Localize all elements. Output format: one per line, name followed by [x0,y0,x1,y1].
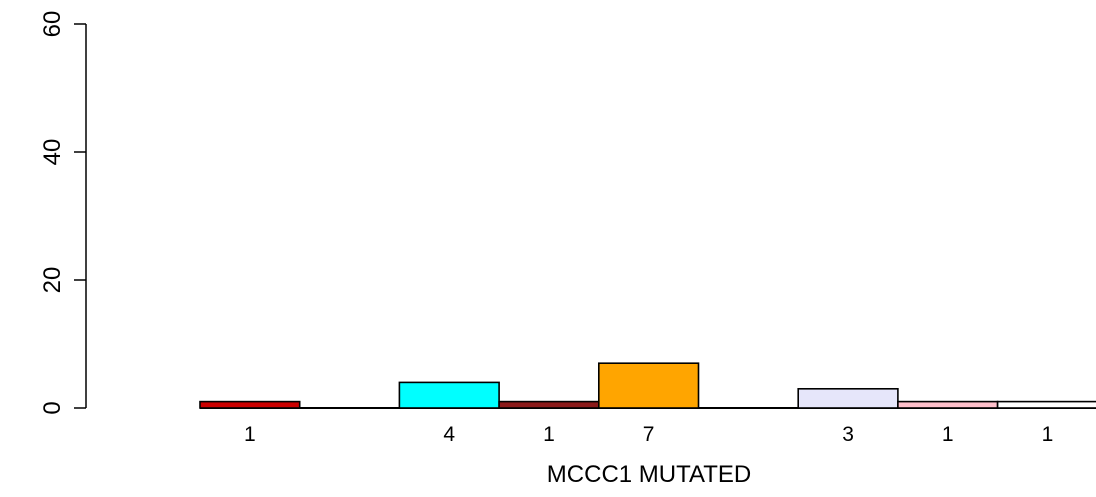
x-axis-label: MCCC1 MUTATED [547,461,751,488]
bar-count-label: 3 [842,423,854,446]
y-tick-label: 20 [39,267,66,294]
bar-count-label: 1 [942,423,954,446]
bar [897,400,999,409]
y-tick-label: 40 [39,139,66,166]
y-tick-label: 0 [39,401,66,414]
bar [398,381,500,409]
bar [498,400,600,409]
bar-count-label: 1 [543,423,555,446]
bar [199,400,301,409]
bar-count-label: 1 [244,423,256,446]
bars [199,362,1096,409]
y-axis: 0 20 40 60 [39,11,87,415]
bar-count-label: 4 [443,423,455,446]
bar-count-label: 7 [643,423,655,446]
bar [797,387,899,409]
bar [597,362,700,409]
bar [996,400,1096,409]
bar-count-label: 1 [1042,423,1054,446]
y-tick-label: 60 [39,11,66,38]
bar-labels: 1 4 1 7 3 1 1 [244,423,1053,446]
